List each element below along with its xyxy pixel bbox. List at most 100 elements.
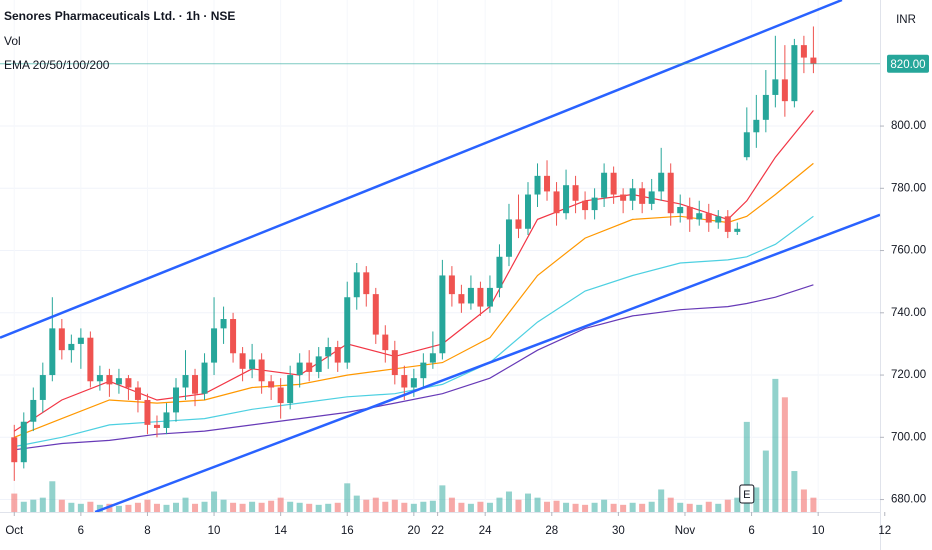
candle-body xyxy=(96,375,103,382)
volume-bar xyxy=(591,502,598,512)
volume-bar xyxy=(534,497,541,512)
volume-bar xyxy=(639,503,646,512)
candle-body xyxy=(106,375,113,385)
candle-body xyxy=(458,294,465,304)
y-tick-label: 760.00 xyxy=(891,245,926,257)
candle-body xyxy=(724,216,731,232)
candle-body xyxy=(134,387,141,400)
volume-bar xyxy=(125,504,132,512)
x-tick-label: Oct xyxy=(5,525,24,537)
volume-bar xyxy=(58,499,65,512)
volume-bar xyxy=(629,502,636,512)
y-tick-label: 680.00 xyxy=(891,494,926,506)
candle-body xyxy=(629,188,636,201)
volume-bar xyxy=(363,499,370,512)
candle-body xyxy=(762,94,769,120)
candle-body xyxy=(220,319,227,329)
x-tick-label: 24 xyxy=(479,525,492,537)
candle-body xyxy=(800,45,807,58)
volume-bar xyxy=(115,505,122,512)
candle-body xyxy=(77,337,84,344)
candle-body xyxy=(258,359,265,382)
volume-bar xyxy=(648,501,655,512)
candle-body xyxy=(268,381,275,388)
volume-bar xyxy=(620,504,627,512)
event-marker xyxy=(739,484,755,504)
candle-body xyxy=(791,45,798,102)
candle-body xyxy=(582,200,589,211)
candle-body xyxy=(401,375,408,388)
candle-body xyxy=(467,287,474,304)
chart-title: Senores Pharmaceuticals Ltd. · 1h · NSE xyxy=(4,9,235,23)
candle-body xyxy=(686,206,693,220)
volume-bar xyxy=(544,501,551,512)
x-tick-label: 28 xyxy=(545,525,558,537)
volume-bar xyxy=(20,501,27,512)
volume-bar xyxy=(696,504,703,512)
candle-body xyxy=(353,272,360,298)
volume-bar xyxy=(334,502,341,512)
candle-body xyxy=(429,353,436,363)
volume-bar xyxy=(658,489,665,512)
volume-bar xyxy=(268,500,275,512)
volume-bar xyxy=(220,499,227,512)
candle-body xyxy=(534,175,541,195)
candle-body xyxy=(87,337,94,382)
volume-bar xyxy=(467,503,474,512)
volume-bar xyxy=(39,497,46,512)
volume-bar xyxy=(791,471,798,512)
y-tick-label: 780.00 xyxy=(891,182,926,194)
volume-bar xyxy=(211,491,218,512)
volume-bar xyxy=(410,503,417,512)
candle-body xyxy=(249,359,256,369)
volume-bar xyxy=(201,501,208,512)
volume-bar xyxy=(182,497,189,512)
candle-body xyxy=(211,328,218,363)
volume-bar xyxy=(325,503,332,512)
candle-body xyxy=(477,287,484,307)
candle-body xyxy=(163,412,170,428)
volume-bar xyxy=(68,502,75,512)
volume-bar xyxy=(315,504,322,512)
candle-body xyxy=(11,437,18,463)
volume-bar xyxy=(96,504,103,512)
volume-bar xyxy=(810,497,817,512)
volume-bar xyxy=(439,485,446,512)
candle-body xyxy=(391,350,398,376)
volume-bar xyxy=(477,501,484,512)
volume-bar xyxy=(372,497,379,512)
volume-bar xyxy=(486,502,493,512)
grid xyxy=(0,125,880,501)
candle-body xyxy=(68,343,75,351)
candle-body xyxy=(144,399,151,425)
volume-bar xyxy=(505,491,512,512)
last-price-label: 820.00 xyxy=(890,59,925,71)
event-label: E xyxy=(743,489,750,501)
volume-bar xyxy=(686,503,693,512)
trendline xyxy=(0,0,843,339)
volume-bar xyxy=(163,504,170,512)
y-tick-label: 800.00 xyxy=(891,120,926,132)
volume-bar xyxy=(715,503,722,512)
volume-bar xyxy=(496,497,503,512)
candle-body xyxy=(287,375,294,404)
x-tick-label: 6 xyxy=(78,525,84,537)
volume-bar xyxy=(525,493,531,512)
candle-body xyxy=(544,175,551,192)
candle-body xyxy=(496,256,503,288)
candle-body xyxy=(315,356,322,372)
volume-layer xyxy=(11,378,817,512)
x-tick-label: 20 xyxy=(407,525,420,537)
candle-body xyxy=(772,79,779,95)
x-tick-label: Nov xyxy=(675,525,696,537)
candle-body xyxy=(410,378,417,388)
volume-bar xyxy=(610,503,617,512)
volume-bar xyxy=(49,481,56,512)
volume-bar xyxy=(173,502,179,512)
candle-body xyxy=(448,275,455,295)
volume-bar xyxy=(563,502,570,512)
volume-bar xyxy=(382,501,389,512)
candle-body xyxy=(553,191,560,214)
